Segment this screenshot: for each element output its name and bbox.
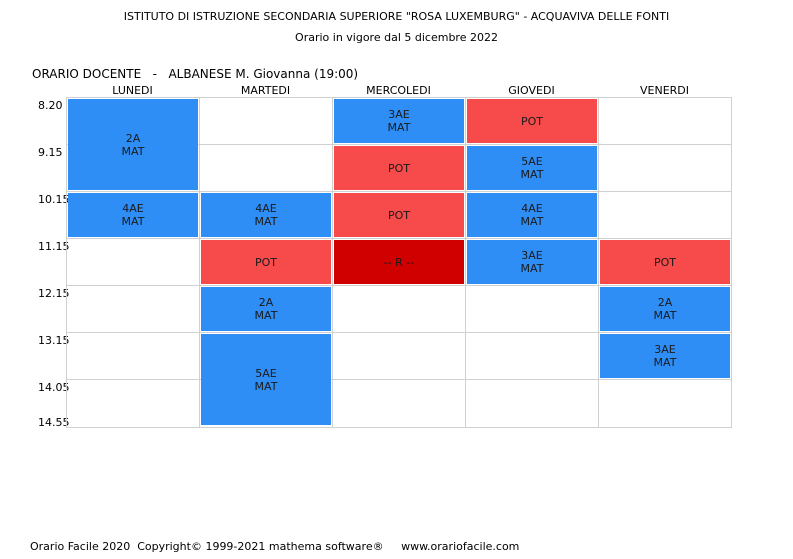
lesson-class: 2A	[125, 131, 141, 145]
lesson-class: 5AE	[521, 155, 543, 168]
lesson-class: 2A	[657, 296, 673, 309]
time-label: 12.15	[38, 287, 70, 300]
grid-line	[598, 97, 599, 428]
lesson-class: POT	[387, 208, 410, 222]
grid-line	[66, 238, 732, 239]
grid-line	[66, 144, 732, 145]
lesson-cell: POT	[334, 193, 464, 237]
time-label: 13.15	[38, 334, 70, 347]
lesson-cell: 4AE MAT	[467, 193, 597, 237]
teacher-heading: ORARIO DOCENTE - ALBANESE M. Giovanna (1…	[32, 67, 358, 81]
day-header-giovedi: GIOVEDI	[508, 84, 555, 97]
lesson-subject: MAT	[121, 144, 145, 158]
school-name: ISTITUTO DI ISTRUZIONE SECONDARIA SUPERI…	[123, 10, 670, 23]
section-label: ORARIO DOCENTE	[32, 67, 142, 81]
lesson-cell: 3AE MAT	[600, 334, 730, 378]
grid-line	[66, 97, 732, 98]
timetable-grid: 2A MAT 4AE MAT 4AE MAT POT 2A MAT 5AE MAT 3AE MAT POT…	[66, 97, 732, 428]
grid-line	[332, 97, 333, 428]
lesson-cell: POT	[600, 240, 730, 284]
lesson-subject: MAT	[254, 309, 278, 322]
lesson-class: 3AE	[521, 249, 543, 262]
lesson-cell: 4AE MAT	[201, 193, 331, 237]
teacher-name: ALBANESE M. Giovanna (19:00)	[168, 67, 359, 81]
time-label: 14.55	[38, 416, 70, 429]
lesson-cell: 3AE MAT	[334, 99, 464, 143]
lesson-class: POT	[387, 161, 410, 175]
lesson-cell: 2A MAT	[201, 287, 331, 331]
lesson-class: 4AE	[521, 202, 543, 215]
time-label: 8.20	[38, 99, 63, 112]
grid-line	[465, 97, 466, 428]
lesson-cell: 2A MAT	[600, 287, 730, 331]
lesson-cell: 3AE MAT	[467, 240, 597, 284]
day-header-martedi: MARTEDI	[240, 84, 291, 97]
lesson-class: 3AE	[388, 108, 410, 121]
grid-line	[199, 97, 200, 428]
lesson-subject: MAT	[254, 215, 278, 228]
lesson-class: 5AE	[255, 366, 277, 380]
lesson-class: POT	[520, 114, 543, 128]
grid-line	[66, 332, 732, 333]
lesson-subject: MAT	[520, 168, 544, 181]
grid-line	[731, 97, 732, 428]
lesson-class: -- R --	[383, 255, 415, 269]
lesson-class: POT	[254, 255, 277, 269]
lesson-cell: 4AE MAT	[68, 193, 198, 237]
footer-credits: Orario Facile 2020 Copyright© 1999-2021 …	[30, 540, 520, 553]
grid-line	[66, 379, 732, 380]
lesson-cell: POT	[201, 240, 331, 284]
time-label: 10.15	[38, 193, 70, 206]
time-label: 14.05	[38, 381, 70, 394]
lesson-cell: 2A MAT	[68, 99, 198, 190]
lesson-subject: MAT	[254, 379, 278, 393]
day-header-mercoledi: MERCOLEDI	[366, 84, 431, 97]
validity-date: Orario in vigore dal 5 dicembre 2022	[295, 31, 498, 44]
lesson-cell: 5AE MAT	[201, 334, 331, 425]
lesson-cell: POT	[334, 146, 464, 190]
lesson-subject: MAT	[653, 309, 677, 322]
time-label: 9.15	[38, 146, 63, 159]
grid-line	[66, 427, 732, 428]
lesson-cell: 5AE MAT	[467, 146, 597, 190]
grid-line	[66, 97, 67, 428]
lesson-subject: MAT	[121, 215, 145, 228]
lesson-subject: MAT	[520, 215, 544, 228]
lesson-cell: POT	[467, 99, 597, 143]
lesson-class: 4AE	[122, 202, 144, 215]
day-header-lunedi: LUNEDI	[112, 84, 153, 97]
separator: -	[152, 67, 157, 81]
lesson-class: 4AE	[255, 202, 277, 215]
day-header-venerdi: VENERDI	[639, 84, 689, 97]
grid-line	[66, 285, 732, 286]
lesson-subject: MAT	[653, 356, 677, 369]
lesson-class: 2A	[258, 296, 274, 309]
lesson-subject: MAT	[387, 121, 411, 134]
lesson-cell: -- R --	[334, 240, 464, 284]
lesson-class: 3AE	[654, 343, 676, 356]
time-label: 11.15	[38, 240, 70, 253]
lesson-class: POT	[653, 255, 676, 269]
lesson-subject: MAT	[520, 262, 544, 275]
grid-line	[66, 191, 732, 192]
